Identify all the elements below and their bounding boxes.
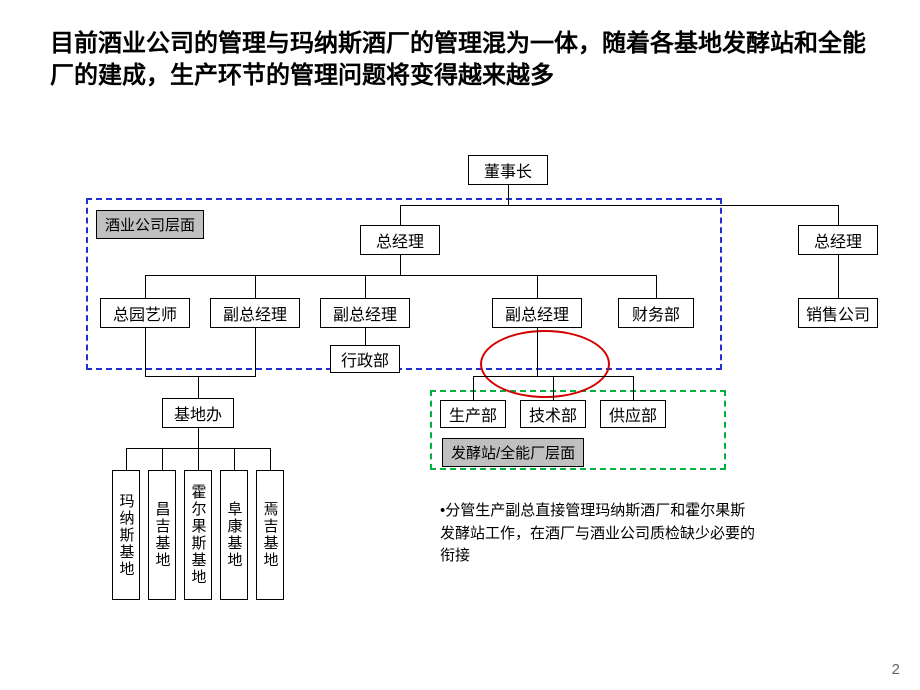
base-1: 昌吉基地 (148, 470, 176, 600)
node-gm2: 总经理 (798, 225, 878, 255)
line (234, 448, 235, 470)
node-base-office: 基地办 (162, 398, 234, 428)
node-supply: 供应部 (600, 400, 666, 428)
line (633, 376, 634, 400)
line (270, 448, 271, 470)
node-chairman: 董事长 (468, 155, 548, 185)
node-vp1: 副总经理 (210, 298, 300, 328)
line (553, 376, 554, 400)
line (365, 328, 366, 345)
line (473, 376, 474, 400)
line (400, 255, 401, 275)
line (838, 205, 839, 225)
line (255, 275, 256, 298)
line (198, 428, 199, 448)
line (198, 448, 199, 470)
node-finance: 财务部 (618, 298, 694, 328)
base-4: 焉吉基地 (256, 470, 284, 600)
node-chief-gardener: 总园艺师 (100, 298, 190, 328)
node-tech: 技术部 (520, 400, 586, 428)
node-production: 生产部 (440, 400, 506, 428)
line (145, 376, 256, 377)
slide-title: 目前酒业公司的管理与玛纳斯酒厂的管理混为一体，随着各基地发酵站和全能厂的建成，生… (50, 28, 875, 93)
line (365, 275, 366, 298)
footnote: •分管生产副总直接管理玛纳斯酒厂和霍尔果斯发酵站工作，在酒厂与酒业公司质检缺少必… (440, 500, 760, 568)
base-3: 阜康基地 (220, 470, 248, 600)
line (537, 328, 538, 376)
label-wine-company: 酒业公司层面 (96, 210, 204, 239)
node-vp3: 副总经理 (492, 298, 582, 328)
line (145, 328, 146, 376)
line (145, 275, 656, 276)
line (198, 376, 199, 398)
highlight-ellipse (480, 330, 610, 398)
base-0: 玛纳斯基地 (112, 470, 140, 600)
label-ferment-station: 发酵站/全能厂层面 (442, 438, 584, 467)
node-gm: 总经理 (360, 225, 440, 255)
line (162, 448, 163, 470)
line (656, 275, 657, 298)
node-admin: 行政部 (330, 345, 400, 373)
line (255, 328, 256, 376)
base-2: 霍尔果斯基地 (184, 470, 212, 600)
page-number: 2 (892, 661, 900, 678)
line (126, 448, 127, 470)
node-vp2: 副总经理 (320, 298, 410, 328)
line (537, 275, 538, 298)
line (400, 205, 401, 225)
line (508, 185, 509, 205)
line (838, 255, 839, 298)
line (145, 275, 146, 298)
node-sales-company: 销售公司 (798, 298, 878, 328)
line (400, 205, 838, 206)
